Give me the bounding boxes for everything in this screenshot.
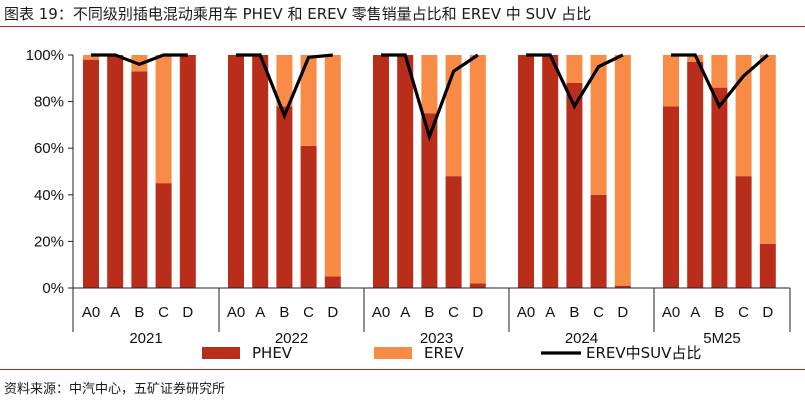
x-category-label: B xyxy=(569,304,579,321)
x-category-label: A xyxy=(545,304,555,321)
bar-erev-2022-D xyxy=(324,55,341,277)
bottom-rule xyxy=(0,369,805,370)
x-category-label: D xyxy=(182,304,193,321)
x-category-label: D xyxy=(327,304,338,321)
bar-erev-2024-C xyxy=(590,55,607,195)
y-tick-label: 60% xyxy=(34,140,64,157)
bar-phev-2024-B xyxy=(566,82,583,289)
y-tick-label: 80% xyxy=(34,94,64,111)
x-category-label: A xyxy=(255,304,265,321)
bar-erev-2023-D xyxy=(469,55,486,284)
x-category-label: C xyxy=(593,304,604,321)
bar-erev-2021-A0 xyxy=(83,55,99,60)
x-group-label: 2024 xyxy=(565,330,598,347)
x-category-label: C xyxy=(738,304,749,321)
x-category-label: B xyxy=(424,304,434,321)
bar-phev-2022-D xyxy=(324,276,341,288)
source-note: 资料来源：中汽中心，五矿证券研究所 xyxy=(4,382,226,397)
bar-phev-2023-D xyxy=(469,283,486,288)
x-group-label: 5M25 xyxy=(703,330,741,347)
suv-share-line-2022 xyxy=(236,53,333,120)
bar-phev-2021-B xyxy=(131,71,148,288)
x-category-label: A xyxy=(110,304,120,321)
legend-label-erev: EREV xyxy=(424,344,464,362)
bar-phev-5M25-A xyxy=(687,61,704,288)
bar-phev-2024-D xyxy=(614,285,631,288)
x-category-label: A0 xyxy=(227,304,245,321)
y-tick-label: 0% xyxy=(42,280,64,297)
x-category-label: B xyxy=(134,304,144,321)
x-category-label: C xyxy=(448,304,459,321)
bar-phev-2022-C xyxy=(300,145,317,288)
bar-erev-2022-C xyxy=(300,55,317,146)
legend-swatch-erev xyxy=(374,347,412,359)
bar-phev-2022-B xyxy=(276,106,293,288)
bar-erev-2023-B xyxy=(421,55,438,114)
y-tick-label: 40% xyxy=(34,187,64,204)
bar-phev-2021-A0 xyxy=(83,59,99,288)
x-category-label: A0 xyxy=(82,304,100,321)
bar-phev-5M25-B xyxy=(711,87,728,289)
x-category-label: D xyxy=(617,304,628,321)
x-group-label: 2022 xyxy=(275,330,308,347)
bar-phev-2023-B xyxy=(421,113,438,288)
bar-phev-2024-A xyxy=(542,55,559,288)
x-category-label: C xyxy=(303,304,314,321)
legend-swatch-phev xyxy=(202,347,240,359)
suv-share-line-2024 xyxy=(526,53,624,110)
bar-erev-2024-B xyxy=(566,55,583,83)
legend-label-suv: EREV中SUV占比 xyxy=(586,344,701,362)
x-category-label: D xyxy=(472,304,483,321)
bar-phev-2024-C xyxy=(590,194,607,288)
x-group-label: 2021 xyxy=(129,330,162,347)
bar-phev-2023-A xyxy=(397,55,414,288)
x-category-label: A xyxy=(690,304,700,321)
bar-phev-2023-C xyxy=(445,176,462,288)
y-tick-label: 100% xyxy=(26,47,64,64)
y-tick-label: 20% xyxy=(34,233,64,250)
x-category-label: D xyxy=(762,304,773,321)
bar-phev-5M25-A0 xyxy=(663,106,679,288)
bar-phev-2021-A xyxy=(107,55,124,288)
x-category-label: B xyxy=(714,304,724,321)
suv-share-line-2023 xyxy=(381,53,479,142)
bar-phev-2021-D xyxy=(179,55,196,288)
bar-erev-5M25-D xyxy=(759,55,776,244)
bar-erev-2021-C xyxy=(155,55,172,184)
x-category-label: A0 xyxy=(517,304,535,321)
suv-share-line-2021 xyxy=(91,53,188,67)
legend-label-phev: PHEV xyxy=(252,344,293,362)
bar-phev-2022-A0 xyxy=(228,55,244,288)
bar-erev-5M25-B xyxy=(711,55,728,88)
bar-erev-2024-D xyxy=(614,55,631,286)
bar-erev-5M25-C xyxy=(735,55,752,177)
bar-phev-5M25-D xyxy=(759,243,776,288)
bar-erev-5M25-A0 xyxy=(663,55,679,107)
bar-phev-2024-A0 xyxy=(518,55,534,288)
bar-phev-2021-C xyxy=(155,183,172,288)
bar-erev-2022-B xyxy=(276,55,293,107)
bar-phev-5M25-C xyxy=(735,176,752,288)
bar-phev-2023-A0 xyxy=(373,55,389,288)
x-category-label: A0 xyxy=(372,304,390,321)
x-category-label: A0 xyxy=(662,304,680,321)
x-group-label: 2023 xyxy=(420,330,453,347)
x-category-label: B xyxy=(279,304,289,321)
x-category-label: C xyxy=(158,304,169,321)
x-category-label: A xyxy=(400,304,410,321)
top-rule xyxy=(0,26,805,27)
suv-share-line-5M25 xyxy=(671,53,769,110)
bar-phev-2022-A xyxy=(252,55,269,288)
figure-caption: 图表 19：不同级别插电混动乘用车 PHEV 和 EREV 零售销量占比和 ER… xyxy=(4,5,592,23)
